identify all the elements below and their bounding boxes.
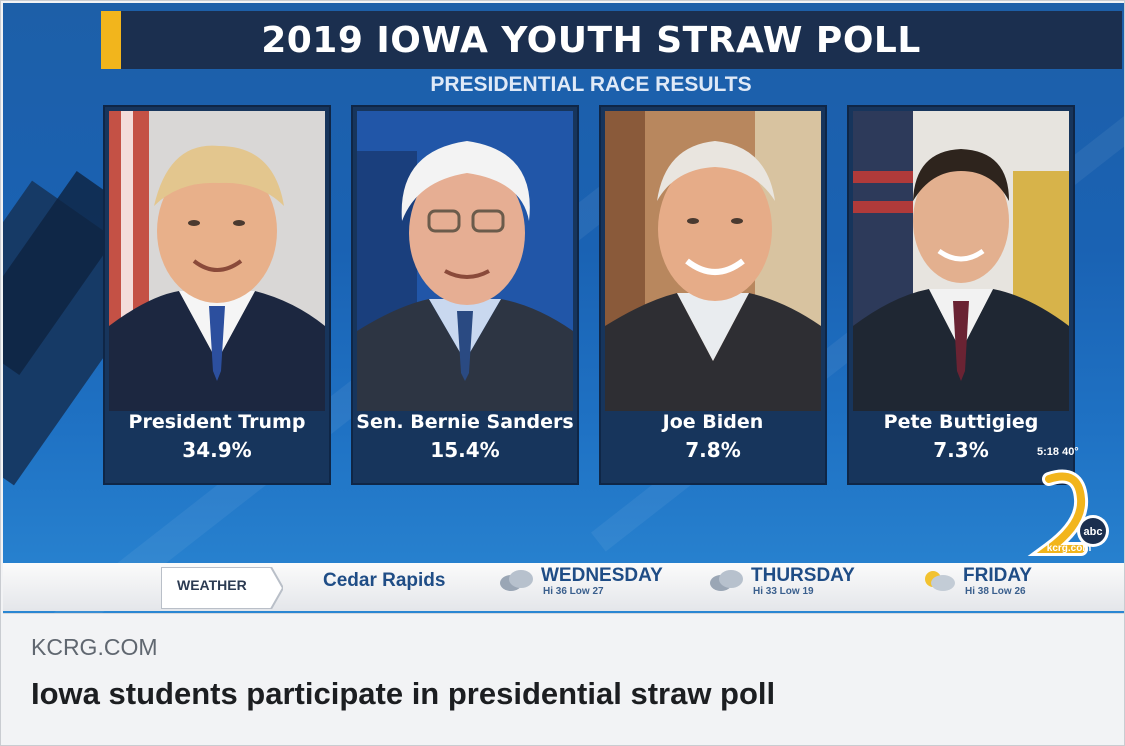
forecast-day: FRIDAY — [963, 565, 1032, 586]
station-url: kcrg.com — [1046, 543, 1092, 554]
station-logo-icon: abc — [1027, 469, 1109, 556]
candidate-card: Pete Buttigieg 7.3% — [847, 105, 1075, 485]
link-preview-footer[interactable] — [3, 613, 1124, 745]
forecast-detail: Hi 33 Low 19 — [753, 586, 814, 597]
candidate-card: Joe Biden 7.8% — [599, 105, 827, 485]
candidate-name: Pete Buttigieg — [883, 411, 1039, 433]
title-bar — [101, 11, 1122, 69]
time-temperature: 5:18 40° — [1037, 446, 1079, 458]
candidate-name: President Trump — [128, 411, 306, 433]
weather-city: Cedar Rapids — [323, 570, 446, 591]
candidate-name: Joe Biden — [662, 411, 764, 433]
candidate-photo — [357, 111, 573, 411]
candidate-card: Sen. Bernie Sanders 15.4% — [351, 105, 579, 485]
candidate-percent: 34.9% — [182, 438, 252, 462]
candidate-card: President Trump 34.9% — [103, 105, 331, 485]
graphic-title: 2019 IOWA YOUTH STRAW POLL — [261, 20, 921, 61]
forecast-day: THURSDAY — [751, 565, 855, 586]
candidate-percent: 7.8% — [685, 438, 741, 462]
link-headline[interactable]: Iowa students participate in presidentia… — [31, 676, 776, 711]
link-source-domain[interactable]: KCRG.COM — [31, 634, 158, 660]
candidate-photo — [853, 111, 1069, 411]
forecast-day: WEDNESDAY — [541, 565, 663, 586]
graphic-subtitle: PRESIDENTIAL RACE RESULTS — [430, 73, 752, 96]
forecast-detail: Hi 38 Low 26 — [965, 586, 1026, 597]
candidate-photo — [109, 111, 325, 411]
forecast-detail: Hi 36 Low 27 — [543, 586, 604, 597]
candidate-percent: 7.3% — [933, 438, 989, 462]
cloud-icon — [710, 570, 743, 591]
candidate-photo — [605, 111, 821, 411]
candidate-name: Sen. Bernie Sanders — [356, 411, 574, 433]
candidate-percent: 15.4% — [430, 438, 500, 462]
svg-text:abc: abc — [1084, 526, 1103, 538]
weather-label: WEATHER — [177, 577, 247, 593]
weather-label-arrow — [161, 567, 283, 609]
partly-sunny-icon — [925, 571, 955, 591]
cloud-icon — [500, 570, 533, 591]
title-accent — [101, 11, 121, 69]
